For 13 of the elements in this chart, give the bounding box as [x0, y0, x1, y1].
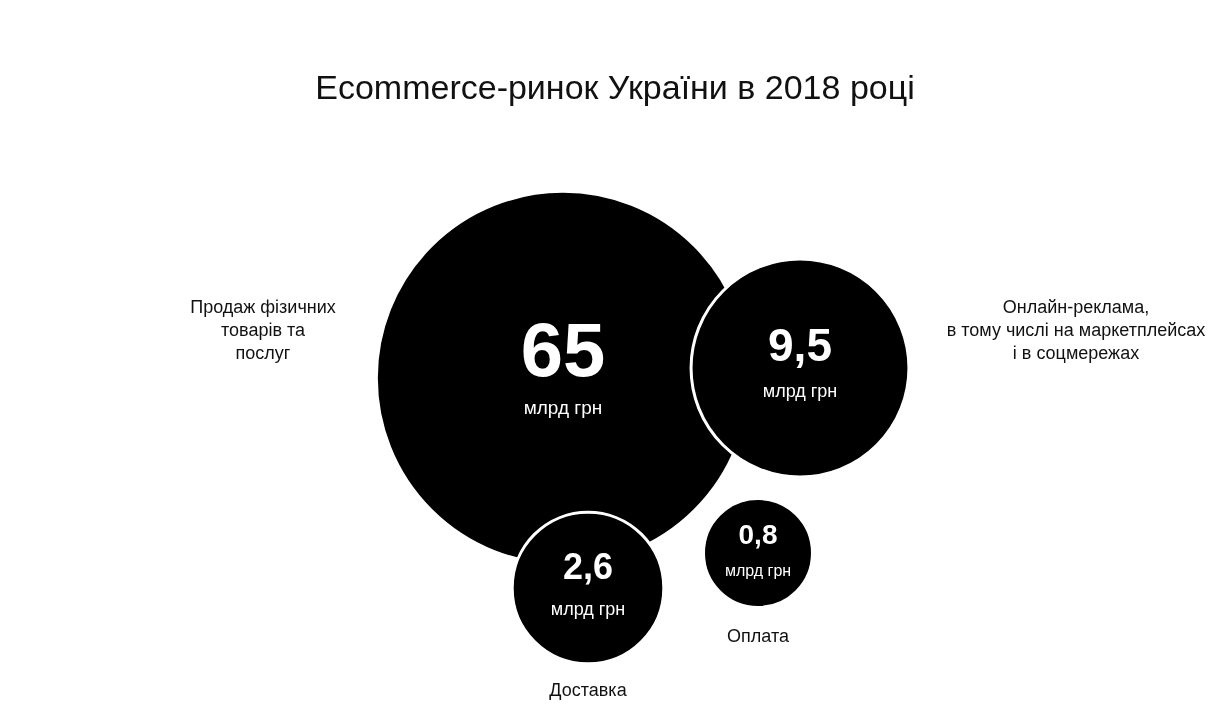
- text: млрд грн: [523, 397, 603, 419]
- text: млрд грн: [762, 381, 838, 401]
- category-label: Доставка: [549, 680, 628, 700]
- data-label: 0,8: [738, 519, 778, 551]
- text: Ecommerce-ринок України в 2018 році: [314, 68, 916, 107]
- category-label: Продаж фізичних товарів та послуг: [190, 297, 336, 363]
- data-label: 9,5: [768, 319, 832, 371]
- data-label: 2,6: [562, 546, 614, 587]
- category-label: Онлайн-реклама, в тому числі на маркетплейсах і в соцмережах: [946, 297, 1206, 363]
- text: млрд грн: [550, 599, 626, 619]
- data-label: 65: [520, 307, 606, 393]
- text: млрд грн: [724, 562, 792, 580]
- category-label: Оплата: [727, 626, 790, 646]
